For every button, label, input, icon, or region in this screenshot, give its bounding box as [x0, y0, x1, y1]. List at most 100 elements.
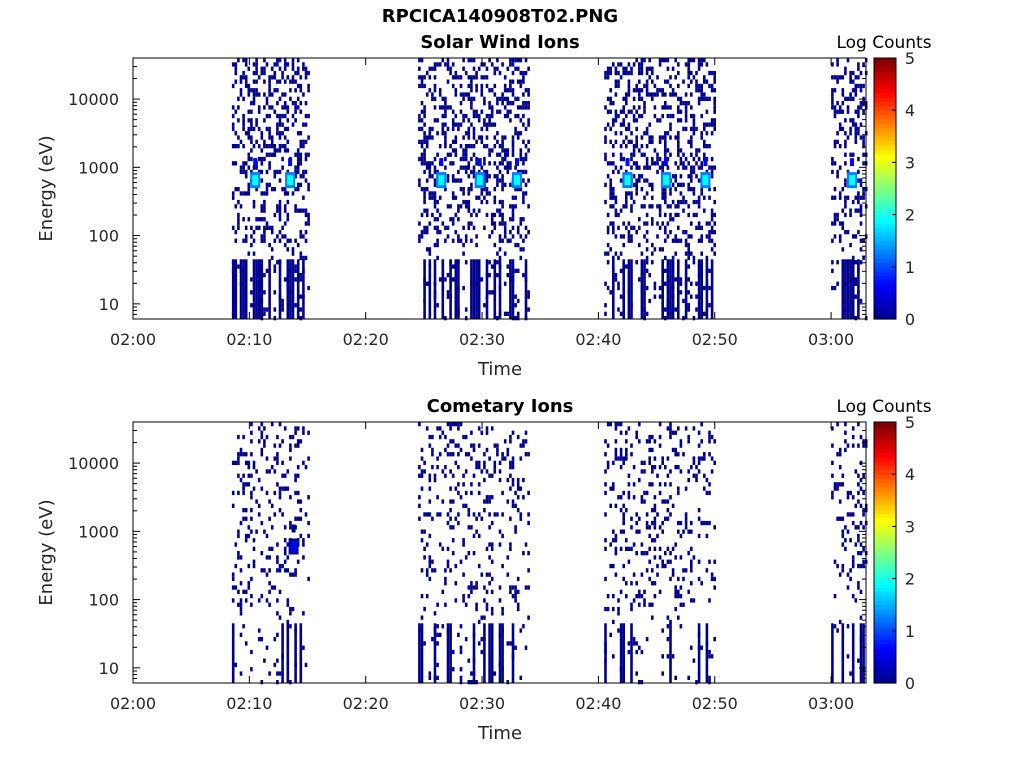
heatmap-cell [612, 122, 615, 127]
heatmap-cell [841, 473, 845, 478]
heatmap-cell [496, 174, 499, 179]
heatmap-cell [833, 161, 837, 166]
heatmap-cell [687, 161, 690, 166]
heatmap-cell [496, 109, 499, 114]
heatmap-cell [622, 623, 625, 683]
heatmap-cell [242, 452, 245, 457]
heatmap-cell [851, 594, 855, 599]
heatmap-cell [682, 165, 685, 170]
heatmap-cell [705, 122, 709, 127]
heatmap-cell [614, 456, 618, 461]
heatmap-cell [509, 465, 512, 470]
heatmap-cell [462, 434, 465, 440]
heatmap-cell [625, 191, 628, 196]
heatmap-cell [480, 637, 484, 642]
heatmap-cell [851, 88, 855, 93]
heatmap-cell [695, 83, 698, 89]
heatmap-cell [431, 191, 434, 196]
heatmap-cell [281, 307, 284, 312]
heatmap-cell [841, 259, 845, 319]
heatmap-cell [514, 503, 517, 508]
heatmap-cell [242, 191, 245, 196]
heatmap-cell [490, 122, 494, 127]
heatmap-cell [674, 594, 677, 599]
heatmap-cell [263, 529, 266, 534]
heatmap-cell [490, 611, 494, 616]
heatmap-cell [255, 66, 258, 71]
heatmap-cell [851, 96, 855, 101]
heatmap-cell [617, 225, 620, 230]
heatmap-cell [708, 303, 711, 308]
heatmap-cell [286, 62, 290, 67]
heatmap-cell [488, 555, 491, 560]
heatmap-cell [612, 654, 615, 659]
heatmap-cell [677, 615, 680, 620]
heatmap-cell [501, 178, 504, 183]
heatmap-cell [862, 490, 865, 496]
heatmap-cell [283, 277, 287, 282]
heatmap-cell [289, 606, 292, 612]
heatmap-cell [851, 495, 855, 500]
heatmap-cell [653, 148, 657, 153]
heatmap-cell [488, 161, 491, 166]
heatmap-cell [433, 623, 437, 683]
heatmap-cell [470, 221, 473, 226]
colorbar-swatch [874, 548, 896, 554]
heatmap-cell [838, 238, 842, 243]
heatmap-cell [294, 516, 297, 521]
heatmap-cell [862, 525, 865, 530]
heatmap-cell [276, 555, 279, 560]
heatmap-cell [273, 637, 277, 642]
heatmap-cell [671, 572, 675, 577]
colorbar-swatch [874, 495, 896, 501]
heatmap-cell [612, 606, 615, 612]
heatmap-cell [612, 486, 615, 491]
heatmap-cell [511, 234, 515, 239]
heatmap-cell [252, 251, 256, 256]
heatmap-cell [265, 307, 269, 312]
heatmap-cell [470, 238, 473, 243]
heatmap-cell [857, 443, 860, 448]
heatmap-cell [428, 259, 432, 319]
heatmap-cell [697, 508, 701, 513]
heatmap-cell [669, 434, 672, 440]
heatmap-cell [851, 234, 855, 239]
heatmap-cell [838, 499, 842, 504]
colorbar-swatch [874, 310, 896, 316]
heatmap-cell [679, 443, 683, 448]
heatmap-cell [614, 66, 618, 71]
heatmap-cell [247, 152, 251, 157]
heatmap-cell [446, 234, 450, 239]
heatmap-cell [509, 161, 512, 166]
heatmap-cell [299, 255, 303, 261]
heatmap-cell [273, 187, 277, 192]
heatmap-cell [612, 191, 615, 196]
heatmap-cell [846, 58, 850, 63]
heatmap-cell [851, 559, 855, 564]
heatmap-cell [666, 79, 670, 84]
heatmap-cell [695, 680, 698, 685]
heatmap-cell [451, 538, 455, 543]
heatmap-cell [281, 70, 284, 76]
heatmap-cell [627, 126, 631, 132]
heatmap-cell [651, 79, 654, 84]
heatmap-cell [472, 208, 476, 213]
heatmap-cell [307, 217, 310, 222]
heatmap-cell [708, 434, 711, 440]
heatmap-cell [692, 191, 696, 196]
heatmap-cell [516, 225, 520, 230]
heatmap-cell [862, 559, 865, 564]
heatmap-cell [483, 101, 486, 106]
heatmap-cell [614, 131, 618, 136]
heatmap-cell [514, 126, 517, 132]
heatmap-cell [276, 260, 279, 265]
heatmap-cell [854, 92, 858, 97]
heatmap-cell [283, 234, 287, 239]
heatmap-cell [645, 156, 649, 162]
heatmap-cell [851, 122, 855, 127]
heatmap-cell [648, 602, 651, 607]
heatmap-cell [270, 92, 274, 97]
heatmap-cell [849, 208, 852, 213]
heatmap-cell [854, 139, 858, 144]
panel-title: Cometary Ions [427, 396, 574, 417]
